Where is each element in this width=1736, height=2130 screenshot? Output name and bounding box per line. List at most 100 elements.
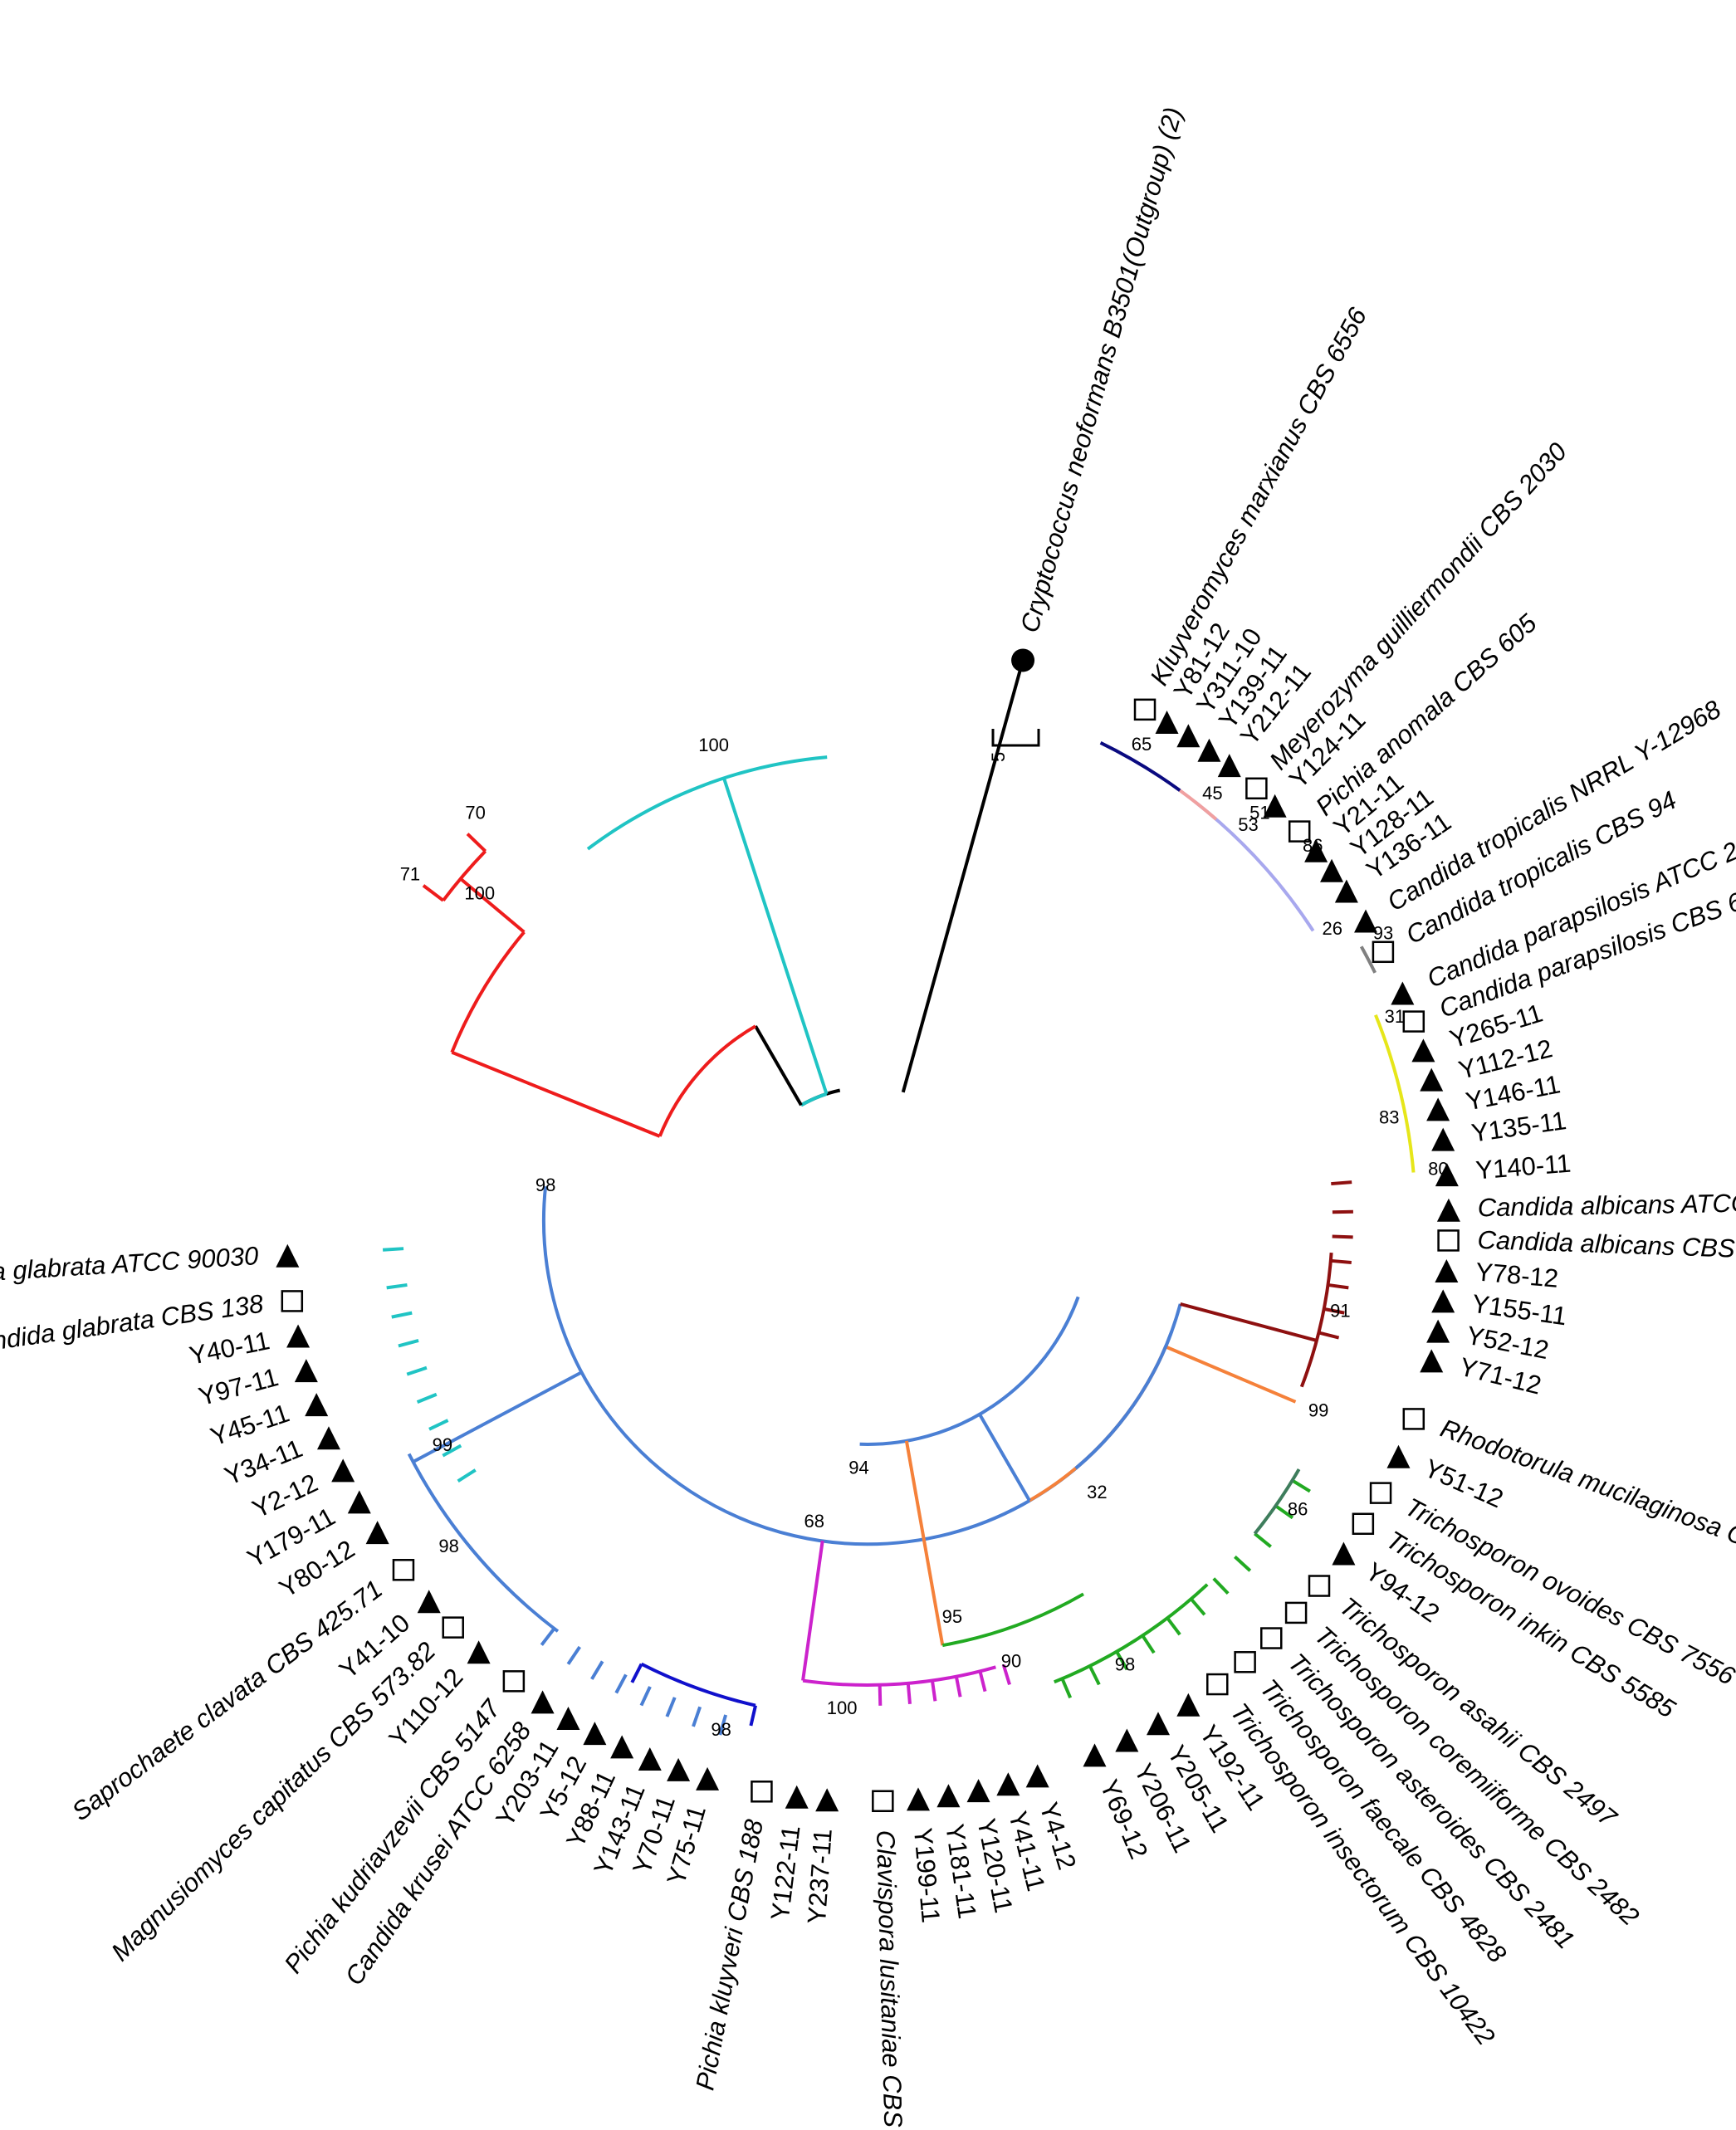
triangle-marker bbox=[1263, 794, 1287, 818]
circle-marker bbox=[1011, 648, 1035, 672]
glabrata-clade-arc bbox=[586, 755, 828, 851]
tricho-tip bbox=[1141, 1634, 1156, 1654]
square-marker bbox=[392, 1559, 415, 1581]
tricho-tip bbox=[1190, 1597, 1206, 1616]
triangle-marker bbox=[1217, 754, 1241, 778]
triangle-marker bbox=[305, 1393, 329, 1417]
meyerozyma-arc bbox=[1179, 789, 1218, 821]
krusei-tip bbox=[718, 1714, 728, 1736]
triangle-marker bbox=[1354, 909, 1378, 933]
triangle-marker bbox=[966, 1779, 990, 1803]
tricho-dark-arc bbox=[1253, 1468, 1301, 1535]
bootstrap-value: 53 bbox=[1238, 814, 1258, 835]
bootstrap-value: 91 bbox=[1330, 1300, 1350, 1321]
square-marker bbox=[872, 1790, 894, 1813]
square-marker bbox=[1245, 777, 1268, 800]
kluyveri-tip bbox=[630, 1663, 643, 1683]
tricho-root bbox=[904, 1440, 945, 1646]
tricho-tip bbox=[1115, 1650, 1129, 1671]
triangle-marker bbox=[1435, 1163, 1459, 1187]
tricho-tip bbox=[1212, 1577, 1230, 1595]
triangle-marker bbox=[1431, 1289, 1455, 1313]
tricho-tip bbox=[1291, 1478, 1311, 1493]
triangle-marker bbox=[1025, 1764, 1049, 1788]
bootstrap-value: 80 bbox=[1428, 1159, 1448, 1180]
bootstrap-value: 26 bbox=[1322, 918, 1342, 939]
krusei-tip bbox=[566, 1645, 581, 1665]
rhodo-stem bbox=[1165, 1345, 1297, 1404]
square-marker bbox=[281, 1290, 304, 1312]
triangle-marker bbox=[1391, 981, 1415, 1005]
triangle-marker bbox=[1426, 1319, 1450, 1343]
leaf-label: Y78-12 bbox=[1474, 1257, 1560, 1293]
leaf-label: Candida albicans ATCC 10231 bbox=[1478, 1187, 1736, 1222]
square-marker bbox=[1437, 1229, 1460, 1252]
scale-bar: 5 bbox=[988, 729, 1040, 762]
tricho-arc bbox=[941, 1592, 1085, 1648]
tricho-tip bbox=[1254, 1532, 1272, 1548]
albicans-tip bbox=[1318, 1331, 1340, 1340]
glabrata-tip bbox=[391, 1311, 413, 1319]
lusitaniae-tip bbox=[930, 1680, 937, 1702]
triangle-marker bbox=[286, 1324, 311, 1348]
triangle-marker bbox=[815, 1788, 839, 1812]
triangle-marker bbox=[1420, 1067, 1444, 1092]
parapsilosis-arc bbox=[1374, 1014, 1416, 1173]
bootstrap-value: 31 bbox=[1385, 1006, 1405, 1027]
sacch-arc bbox=[1074, 1303, 1182, 1470]
triangle-marker bbox=[1176, 1693, 1201, 1717]
square-marker bbox=[751, 1781, 773, 1803]
triangle-marker bbox=[1155, 710, 1179, 734]
tricho-tip bbox=[1274, 1504, 1294, 1520]
triangle-marker bbox=[583, 1722, 607, 1746]
tricho-tip bbox=[1166, 1616, 1181, 1636]
square-marker bbox=[502, 1670, 526, 1693]
bootstrap-value: 45 bbox=[1202, 783, 1222, 804]
krusei-tip bbox=[540, 1627, 556, 1646]
triangle-marker bbox=[1420, 1349, 1444, 1373]
bootstrap-value: 71 bbox=[400, 864, 420, 885]
glabrata-tip bbox=[406, 1365, 428, 1376]
krusei-tip bbox=[639, 1686, 652, 1707]
square-marker bbox=[1133, 698, 1157, 721]
square-marker bbox=[1369, 1482, 1392, 1504]
triangle-marker bbox=[1320, 858, 1344, 882]
bootstrap-value: 51 bbox=[1249, 803, 1269, 823]
kluyveri-arc bbox=[640, 1662, 756, 1707]
bootstrap-value: 86 bbox=[1288, 1498, 1308, 1519]
triangle-marker bbox=[347, 1490, 371, 1514]
leaf-label: Y237-11 bbox=[802, 1828, 838, 1925]
glabrata-tip bbox=[416, 1392, 438, 1404]
square-marker bbox=[1402, 1010, 1425, 1033]
outgroup-branch bbox=[901, 667, 1023, 1093]
triangle-marker bbox=[556, 1707, 580, 1731]
tricho-sub bbox=[1054, 1583, 1209, 1684]
triangle-marker bbox=[638, 1747, 662, 1771]
triangle-marker bbox=[467, 1640, 491, 1664]
krusei-tip bbox=[614, 1673, 628, 1694]
triangle-marker bbox=[1115, 1728, 1139, 1752]
lusitaniae-tip bbox=[978, 1670, 987, 1693]
leaf-markers bbox=[276, 648, 1460, 1813]
lusitaniae-tip bbox=[878, 1684, 883, 1706]
triangle-marker bbox=[276, 1243, 300, 1268]
triangle-marker bbox=[1386, 1444, 1411, 1468]
glabrata-tip bbox=[386, 1282, 408, 1290]
kluyveri-tip bbox=[749, 1705, 757, 1727]
magnus-upper bbox=[450, 931, 526, 1053]
sacch-stem bbox=[978, 1413, 1031, 1502]
glabrata-tip bbox=[442, 1444, 462, 1458]
square-marker bbox=[1284, 1601, 1308, 1624]
bootstrap-value: 98 bbox=[535, 1175, 555, 1195]
lusitaniae-stem bbox=[801, 1540, 824, 1681]
triangle-marker bbox=[1426, 1097, 1450, 1121]
albicans-tip bbox=[1328, 1282, 1349, 1290]
triangle-marker bbox=[610, 1735, 634, 1759]
triangle-marker bbox=[1411, 1038, 1435, 1063]
core-stem bbox=[754, 1025, 803, 1107]
triangle-marker bbox=[785, 1785, 809, 1809]
triangle-marker bbox=[1436, 1198, 1460, 1222]
lower-core-arc bbox=[859, 1296, 1080, 1446]
triangle-marker bbox=[1304, 838, 1328, 862]
glabrata-tip bbox=[382, 1247, 404, 1252]
